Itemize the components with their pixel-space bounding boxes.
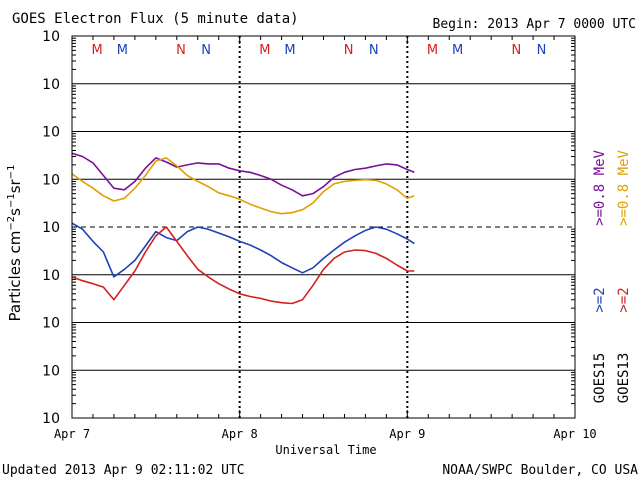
y-tick-label: 10 [42,316,60,332]
legend-satellite: GOES15 [592,353,608,404]
x-tick-labels: Apr 7 Apr 8 Apr 9 Apr 10 [54,427,597,441]
legend-low-energy: >=2 [616,287,632,312]
legend-high-energy: >=0.8 MeV [616,150,632,226]
credit-label: NOAA/SWPC Boulder, CO USA [442,463,638,478]
mn-marker: N [344,43,354,58]
y-tick-label: 10 [42,172,60,188]
x-tick-label: Apr 8 [222,427,258,441]
y-tick-label: 10 [42,125,60,141]
mn-marker: N [537,43,547,58]
mn-marker: M [284,43,295,58]
series-line [71,157,415,215]
series-line [71,152,415,197]
grid-lines [71,36,576,418]
y-tick-labels: 10710610510410310210110010-1 [42,29,60,427]
mn-marker: M [92,43,103,58]
plot-frame [71,35,576,419]
x-tick-label: Apr 9 [389,427,425,441]
x-axis-label: Universal Time [275,443,376,457]
legend: GOES15 >=2 >=0.8 MeV GOES13 >=2 >=0.8 MeV [592,150,632,404]
mn-marker: N [511,43,521,58]
flux-series [71,152,415,305]
updated-time: Updated 2013 Apr 9 02:11:02 UTC [2,463,245,478]
y-tick-label: 10 [42,29,60,45]
mn-marker: N [176,43,186,58]
mn-marker: N [369,43,379,58]
x-tick-label: Apr 7 [54,427,90,441]
y-tick-label: 10 [42,411,60,427]
chart-title: GOES Electron Flux (5 minute data) [12,11,299,27]
legend-high-energy: >=0.8 MeV [592,150,608,226]
y-tick-label: 10 [42,220,60,236]
mn-marker: M [452,43,463,58]
mn-marker: M [117,43,128,58]
series-line [71,226,415,305]
mn-marker: M [427,43,438,58]
y-tick-label: 10 [42,268,60,284]
y-tick-label: 10 [42,363,60,379]
y-axis-label: Particles cm−2s−1sr−1 [6,165,24,322]
begin-time: Begin: 2013 Apr 7 0000 UTC [433,17,637,32]
legend-low-energy: >=2 [592,287,608,312]
mn-marker: M [259,43,270,58]
x-tick-label: Apr 10 [553,427,596,441]
legend-satellite: GOES13 [616,353,632,404]
mn-marker: N [201,43,211,58]
series-line [71,222,415,278]
y-tick-label: 10 [42,77,60,93]
